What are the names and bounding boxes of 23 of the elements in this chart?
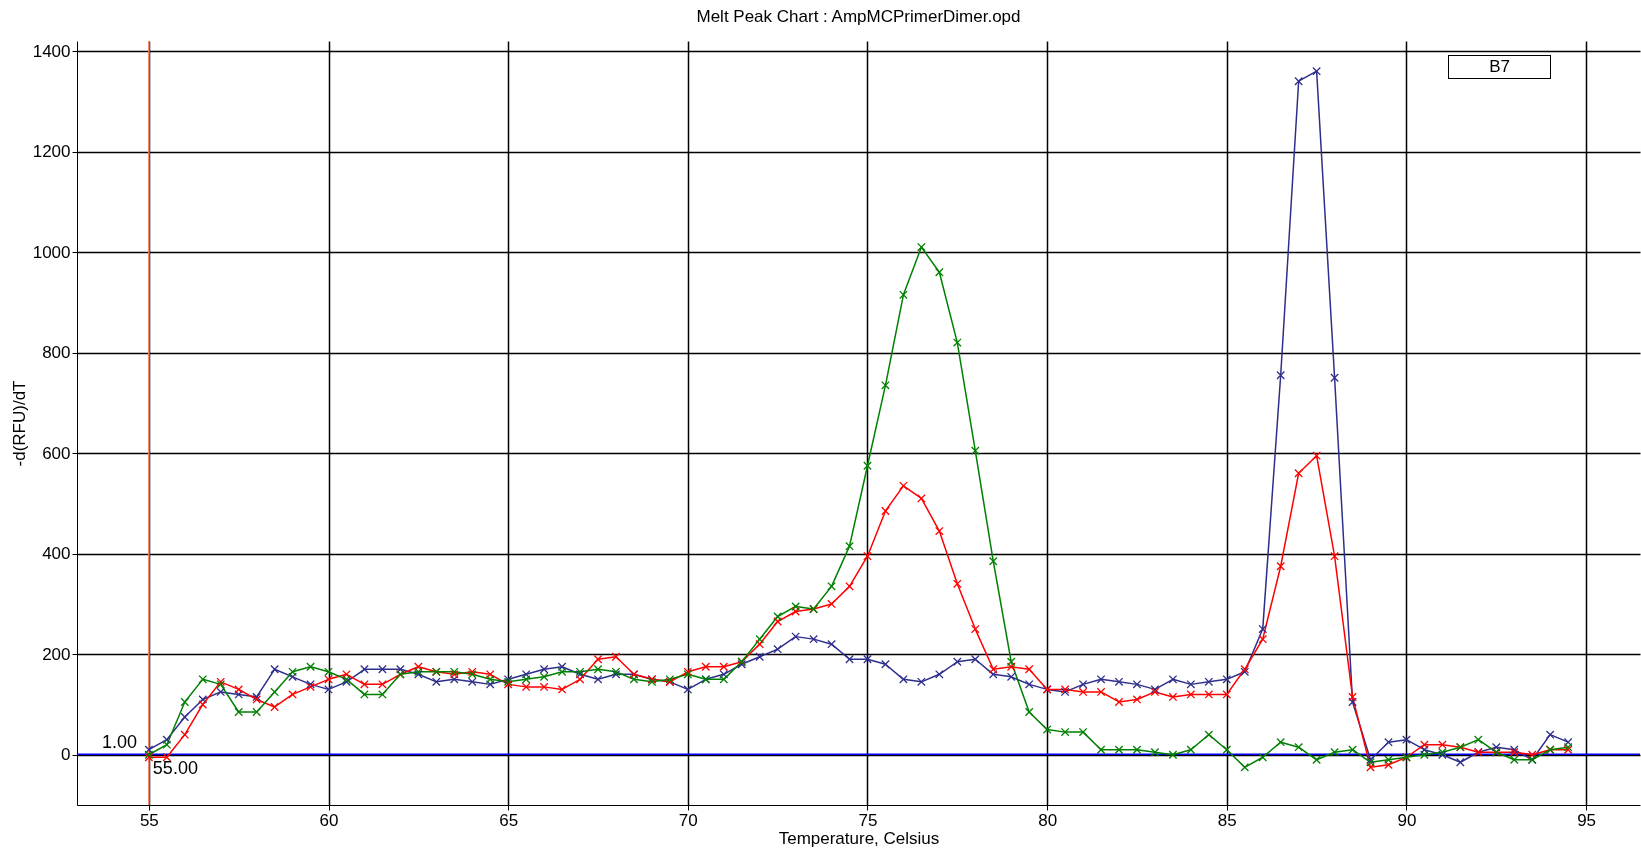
- y-tick-label: 600: [42, 443, 71, 463]
- y-tick-label: 200: [42, 644, 71, 664]
- x-axis-title: Temperature, Celsius: [778, 828, 940, 848]
- x-tick-label: 90: [1397, 810, 1417, 830]
- y-tick-label: 1200: [32, 142, 71, 162]
- y-axis-title: -d(RFU)/dT: [9, 380, 29, 467]
- y-tick-label: 1400: [32, 41, 71, 61]
- chart-title: Melt Peak Chart : AmpMCPrimerDimer.opd: [696, 7, 1021, 27]
- label-box: B7: [1448, 55, 1551, 79]
- x-tick-label: 65: [499, 810, 519, 830]
- x-tick-label: 55: [139, 810, 159, 830]
- x-tick-label: 95: [1577, 810, 1597, 830]
- x-tick-label: 80: [1038, 810, 1058, 830]
- y-tick-label: 800: [42, 343, 71, 363]
- x-tick-label: 60: [319, 810, 339, 830]
- x-tick-label: 75: [858, 810, 878, 830]
- x-tick-label: 70: [678, 810, 698, 830]
- x-tick-label: 85: [1217, 810, 1237, 830]
- y-tick-label: 400: [42, 544, 71, 564]
- y-tick-label: 0: [61, 745, 71, 765]
- ref-line-label: 55.00: [152, 757, 198, 778]
- ref-line-label: 1.00: [102, 732, 138, 753]
- y-tick-label: 1000: [32, 242, 71, 262]
